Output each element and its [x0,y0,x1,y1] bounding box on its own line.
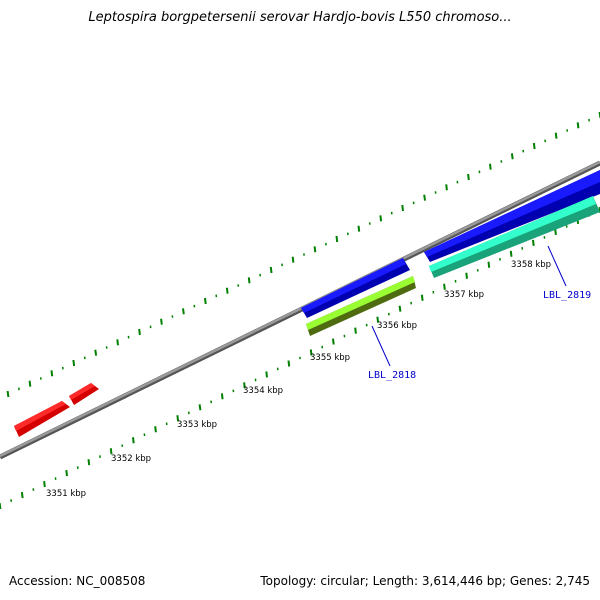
blue-cds-feature-1[interactable] [301,258,410,318]
major-tick [198,404,202,411]
map-title: Leptospira borgpetersenii serovar Hardjo… [88,10,512,25]
major-tick [532,239,535,247]
major-tick [243,382,246,389]
gene-lbl-2819-feature[interactable] [429,196,600,278]
scale-label-3356: 3356 kbp [377,321,417,331]
major-tick [269,266,273,274]
major-tick [138,328,141,336]
scale-label-3355: 3355 kbp [310,353,350,363]
major-tick [220,393,224,400]
major-tick [554,228,557,236]
major-tick [510,153,514,160]
gene-label-lbl-2818[interactable]: LBL_2818 [368,370,416,381]
outer-tick-arc [6,111,600,398]
major-tick [50,370,54,377]
major-tick [265,371,268,378]
major-tick [487,261,491,268]
major-tick [467,173,470,181]
major-tick [309,349,313,356]
major-tick [225,287,229,294]
major-tick [154,426,157,433]
major-tick [313,246,317,253]
major-tick [401,204,404,212]
red-cds-feature-2[interactable] [69,383,99,405]
major-tick [176,415,180,422]
major-tick [65,469,68,477]
major-tick [420,294,424,301]
major-tick [28,380,32,387]
leader-line-lbl-2819 [547,245,567,287]
major-tick [6,390,10,398]
major-tick [109,448,113,455]
major-tick [532,142,536,150]
major-tick [379,215,383,222]
accession-text: Accession: NC_008508 [9,574,146,588]
major-tick [354,327,357,334]
scale-label-3352: 3352 kbp [111,454,151,464]
major-tick [554,132,558,139]
major-tick [132,437,135,444]
red-cds-feature-1[interactable] [14,401,70,437]
major-tick [43,480,46,488]
map-summary-text: Topology: circular; Length: 3,614,446 bp… [260,574,590,588]
major-tick [94,349,98,356]
major-tick [376,316,380,323]
major-tick [423,194,426,201]
major-tick [291,256,295,263]
major-tick [489,163,492,170]
major-tick [576,122,580,129]
scale-label-3357: 3357 kbp [444,290,484,300]
major-tick [204,297,207,305]
major-tick [443,283,446,290]
major-tick [509,250,513,257]
leader-line-lbl-2818 [371,325,391,367]
scale-label-3358: 3358 kbp [511,260,551,270]
major-tick [445,184,448,191]
major-tick [335,235,339,243]
major-tick [465,272,468,279]
scale-label-3353: 3353 kbp [177,420,217,430]
major-tick [116,339,119,346]
blue-cds-feature-2[interactable] [424,170,600,262]
backbone-line [0,160,600,460]
inner-tick-arc [0,206,600,510]
major-tick [247,277,251,284]
major-tick [332,338,335,345]
scale-label-3351: 3351 kbp [46,489,86,499]
major-tick [287,360,291,367]
major-tick [87,459,91,466]
major-tick [20,491,24,499]
scale-label-3354: 3354 kbp [243,386,283,396]
major-tick [182,308,185,315]
major-tick [398,305,402,312]
major-tick [160,318,163,325]
gene-label-lbl-2819[interactable]: LBL_2819 [543,290,591,301]
major-tick [357,225,361,232]
major-tick [72,359,76,367]
gene-lbl-2818-feature[interactable] [306,276,416,336]
